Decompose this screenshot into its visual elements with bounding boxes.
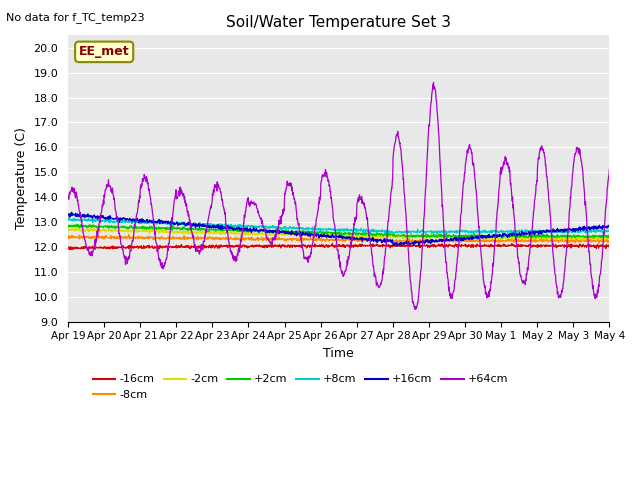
Text: EE_met: EE_met: [79, 46, 129, 59]
Legend: -16cm, -8cm, -2cm, +2cm, +8cm, +16cm, +64cm: -16cm, -8cm, -2cm, +2cm, +8cm, +16cm, +6…: [89, 370, 513, 405]
X-axis label: Time: Time: [323, 347, 354, 360]
Y-axis label: Temperature (C): Temperature (C): [15, 128, 28, 229]
Title: Soil/Water Temperature Set 3: Soil/Water Temperature Set 3: [226, 15, 451, 30]
Text: No data for f_TC_temp23: No data for f_TC_temp23: [6, 12, 145, 23]
